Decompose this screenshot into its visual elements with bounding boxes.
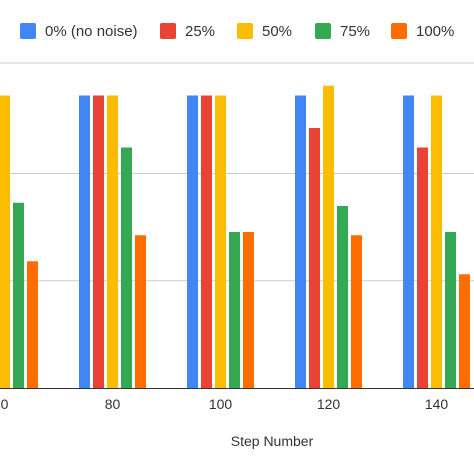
x-tick-label: 140 (425, 396, 449, 412)
legend-label: 100% (416, 23, 454, 40)
bar-60-series-3 (13, 202, 24, 388)
bar-80-series-2 (107, 95, 118, 388)
bar-100-series-2 (215, 95, 226, 388)
bar-80-series-4 (135, 235, 146, 388)
legend-label: 75% (340, 23, 370, 40)
x-tick-label: 0 (1, 396, 9, 412)
bar-120-series-3 (337, 206, 348, 388)
legend-swatch (20, 23, 36, 39)
bar-100-series-4 (243, 232, 254, 388)
bar-80-series-3 (121, 147, 132, 388)
bar-60-series-4 (27, 261, 38, 388)
legend-swatch (237, 23, 253, 39)
legend-item-2: 50% (237, 23, 292, 40)
legend-label: 25% (185, 23, 215, 40)
bar-120-series-1 (309, 128, 320, 388)
x-axis-title: Step Number (231, 433, 314, 449)
bar-group-120 (295, 85, 362, 388)
legend-item-4: 100% (391, 23, 454, 40)
bar-120-series-0 (295, 95, 306, 388)
x-tick-labels: 0 80 100 120 140 (1, 396, 449, 412)
bars (0, 85, 470, 388)
bar-80-series-0 (79, 95, 90, 388)
bar-140-series-2 (431, 95, 442, 388)
x-tick-label: 120 (317, 396, 341, 412)
legend-label: 0% (no noise) (45, 23, 138, 40)
bar-100-series-3 (229, 232, 240, 388)
bar-140-series-4 (459, 274, 470, 388)
bar-120-series-4 (351, 235, 362, 388)
bar-140-series-3 (445, 232, 456, 388)
legend-swatch (160, 23, 176, 39)
legend-item-3: 75% (315, 23, 370, 40)
legend-item-1: 25% (160, 23, 215, 40)
bar-100-series-1 (201, 95, 212, 388)
bar-60-series-2 (0, 95, 10, 388)
bar-group-60 (0, 95, 38, 388)
bar-group-100 (187, 95, 254, 388)
bar-group-80 (79, 95, 146, 388)
x-tick-label: 100 (209, 396, 233, 412)
x-tick-label: 80 (105, 396, 121, 412)
bar-100-series-0 (187, 95, 198, 388)
bar-80-series-1 (93, 95, 104, 388)
legend-swatch (391, 23, 407, 39)
bar-120-series-2 (323, 85, 334, 388)
bar-140-series-0 (403, 95, 414, 388)
legend-label: 50% (262, 23, 292, 40)
legend-swatch (315, 23, 331, 39)
bar-140-series-1 (417, 147, 428, 388)
legend: 0% (no noise) 25% 50% 75% 100% (20, 23, 454, 40)
legend-item-0: 0% (no noise) (20, 23, 138, 40)
bar-group-140 (403, 95, 470, 388)
